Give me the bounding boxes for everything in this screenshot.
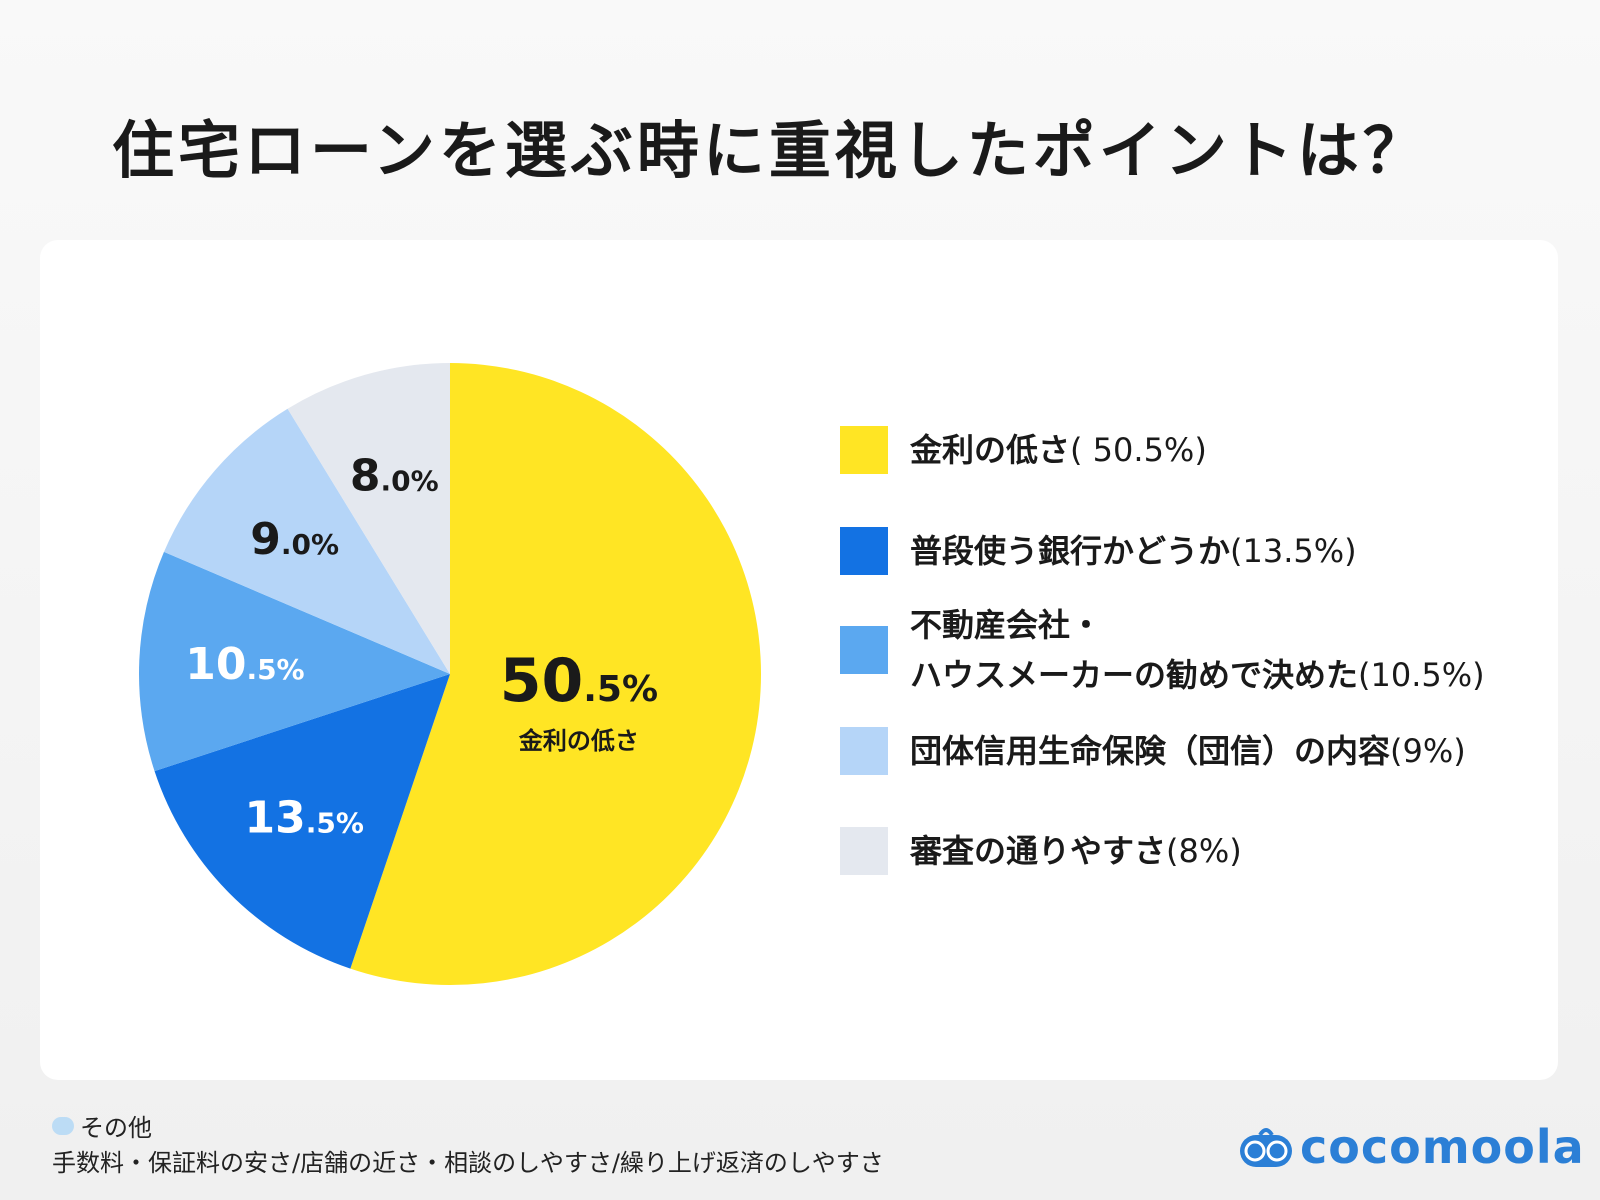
pie-slice xyxy=(138,551,450,772)
pie-slice xyxy=(287,363,450,674)
legend-swatch xyxy=(840,727,888,775)
legend-item: 不動産会社・ ハウスメーカーの勧めで決めた(10.5%) xyxy=(840,600,1485,700)
slice-label: 50.5% xyxy=(500,646,658,716)
pie-slice xyxy=(154,674,450,969)
logo-icon xyxy=(1240,1128,1292,1167)
legend-swatch xyxy=(840,626,888,674)
slice-label: 10.5% xyxy=(185,639,304,690)
slice-label: 13.5% xyxy=(245,793,364,844)
center-sublabel: 金利の低さ xyxy=(518,727,639,755)
logo-text: cocomoola xyxy=(1300,1120,1585,1174)
slice-label: 9.0% xyxy=(250,514,339,565)
pie-slice xyxy=(350,363,762,985)
legend-percent: (13.5%) xyxy=(1230,532,1357,570)
cocomoola-logo: cocomoola xyxy=(1238,1120,1585,1174)
legend-item: 金利の低さ( 50.5%) xyxy=(840,425,1207,475)
legend-swatch xyxy=(840,426,888,474)
legend-label: 不動産会社・ ハウスメーカーの勧めで決めた(10.5%) xyxy=(910,606,1485,694)
legend-percent: (9%) xyxy=(1390,732,1466,770)
legend-label: 普段使う銀行かどうか(13.5%) xyxy=(910,532,1357,570)
legend-label: 団体信用生命保険（団信）の内容(9%) xyxy=(910,732,1466,770)
other-heading: その他 xyxy=(80,1114,152,1142)
other-note: その他 手数料・保証料の安さ/店舗の近さ・相談のしやすさ/繰り上げ返済のしやすさ xyxy=(52,1108,884,1178)
slice-label: 8.0% xyxy=(350,450,439,501)
legend-percent: (10.5%) xyxy=(1358,656,1485,694)
legend-swatch xyxy=(840,827,888,875)
legend-percent: (8%) xyxy=(1166,832,1242,870)
pie-chart: 50.5% 金利の低さ 13.5% 10.5% 9.0%8.0% xyxy=(138,363,762,985)
legend-label: 金利の低さ( 50.5%) xyxy=(910,431,1207,469)
pie-slice xyxy=(163,408,450,674)
chart-title: 住宅ローンを選ぶ時に重視したポイントは？ xyxy=(112,114,1429,187)
legend-label: 審査の通りやすさ(8%) xyxy=(910,832,1242,870)
other-items: 手数料・保証料の安さ/店舗の近さ・相談のしやすさ/繰り上げ返済のしやすさ xyxy=(52,1149,884,1177)
legend-item: 審査の通りやすさ(8%) xyxy=(840,826,1242,876)
legend-swatch xyxy=(840,527,888,575)
cloud-icon xyxy=(52,1116,74,1135)
legend-item: 団体信用生命保険（団信）の内容(9%) xyxy=(840,726,1466,776)
legend-item: 普段使う銀行かどうか(13.5%) xyxy=(840,526,1357,576)
legend-percent: ( 50.5%) xyxy=(1070,431,1207,469)
chart-card: 50.5% 金利の低さ 13.5% 10.5% 9.0% 8.0% 金利の低さ( 50.5… xyxy=(40,240,1558,1080)
